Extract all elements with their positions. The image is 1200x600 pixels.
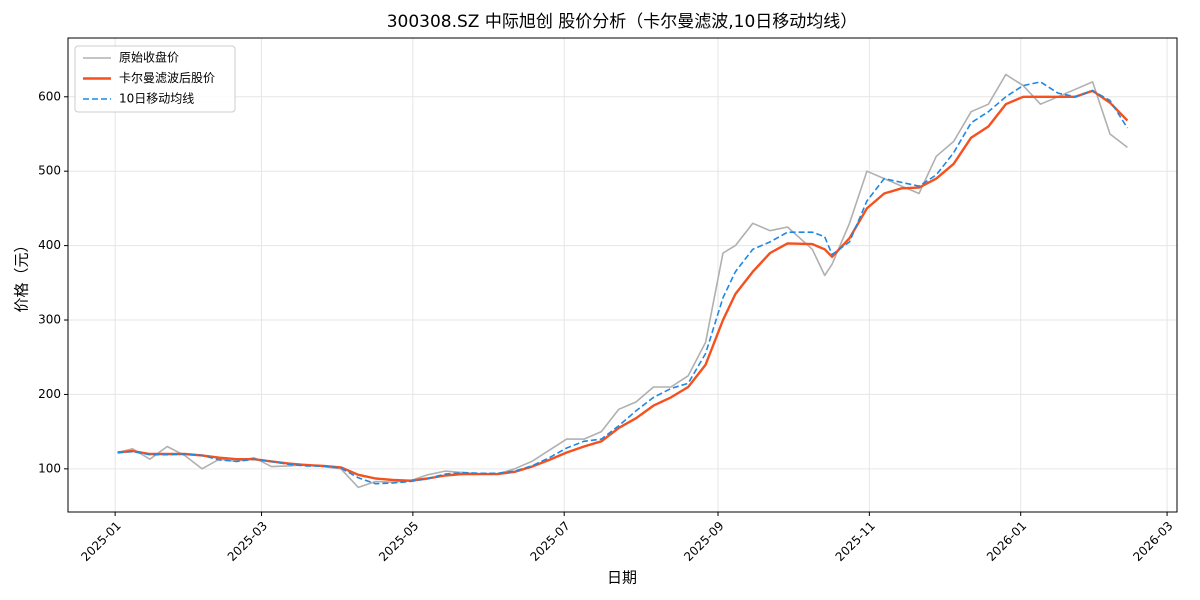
y-tick-label: 300 xyxy=(38,313,61,327)
x-tick-label: 2025-05 xyxy=(376,519,421,564)
line-series xyxy=(117,73,1128,489)
y-axis-label: 价格（元） xyxy=(13,237,31,312)
y-tick-label: 200 xyxy=(38,387,61,401)
x-tick-label: 2026-03 xyxy=(1130,519,1175,564)
y-tick-label: 400 xyxy=(38,238,61,252)
x-tick-label: 2025-09 xyxy=(681,519,726,564)
x-tick-label: 2026-01 xyxy=(984,519,1029,564)
legend-box xyxy=(74,45,236,113)
legend-label: 原始收盘价 xyxy=(119,50,179,65)
x-tick-label: 2025-03 xyxy=(225,519,270,564)
x-tick-label: 2025-07 xyxy=(527,519,572,564)
chart-title: 300308.SZ 中际旭创 股价分析（卡尔曼滤波,10日移动均线） xyxy=(387,12,858,32)
y-tick-label: 100 xyxy=(38,461,61,475)
y-tick-label: 600 xyxy=(38,89,61,103)
line-series xyxy=(117,81,1129,485)
legend-label: 卡尔曼滤波后股价 xyxy=(119,70,215,85)
y-tick-label: 500 xyxy=(38,164,61,178)
x-axis-label: 日期 xyxy=(607,569,637,587)
x-tick-label: 2025-11 xyxy=(833,519,878,564)
plot-frame xyxy=(67,37,1178,513)
line-series xyxy=(117,89,1129,482)
legend-label: 10日移动均线 xyxy=(119,92,194,106)
x-tick-label: 2025-01 xyxy=(78,519,123,564)
